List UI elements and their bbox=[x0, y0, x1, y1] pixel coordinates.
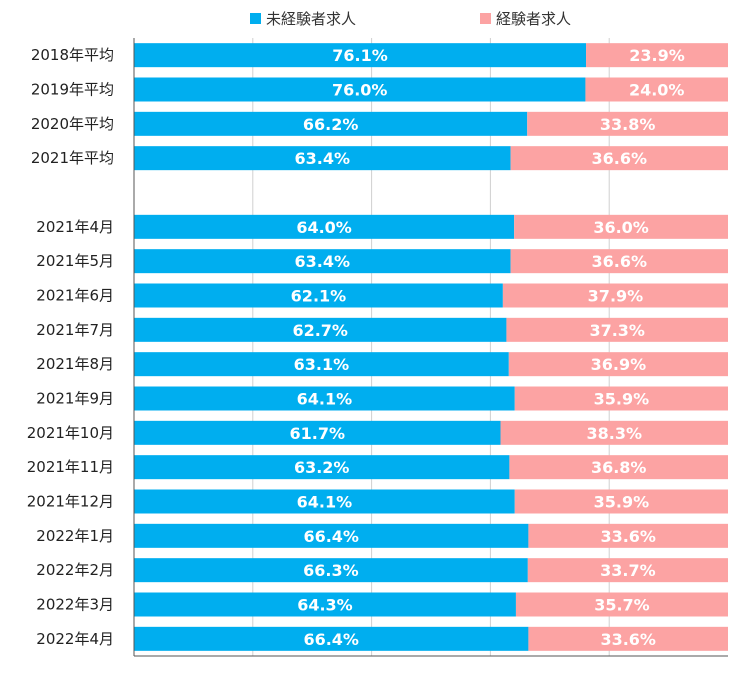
data-label: 33.7% bbox=[600, 561, 656, 580]
bar-segment bbox=[134, 592, 516, 617]
data-label: 35.9% bbox=[594, 390, 650, 409]
data-label: 35.7% bbox=[594, 596, 650, 615]
data-label: 66.4% bbox=[303, 630, 359, 649]
bar-segment bbox=[585, 77, 728, 102]
category-label: 2022年2月 bbox=[36, 561, 114, 579]
data-label: 76.0% bbox=[332, 81, 388, 100]
data-label: 62.7% bbox=[292, 321, 348, 340]
data-label: 24.0% bbox=[629, 81, 685, 100]
legend: 未経験者求人 経験者求人 bbox=[0, 8, 747, 32]
data-label: 36.6% bbox=[592, 252, 648, 271]
category-label: 2021年4月 bbox=[36, 218, 114, 236]
data-label: 66.4% bbox=[303, 527, 359, 546]
bar-segment bbox=[586, 43, 728, 68]
bar-segment bbox=[134, 558, 528, 583]
data-label: 23.9% bbox=[629, 46, 685, 65]
data-label: 33.6% bbox=[600, 630, 656, 649]
bar-segment bbox=[134, 43, 587, 68]
bar-segment bbox=[134, 420, 501, 445]
category-label: 2019年平均 bbox=[31, 81, 114, 99]
bar-segment bbox=[514, 489, 728, 514]
bar-segment bbox=[134, 489, 515, 514]
category-label: 2022年1月 bbox=[36, 527, 114, 545]
bar-segment bbox=[508, 352, 728, 377]
data-label: 63.4% bbox=[295, 252, 351, 271]
legend-item-experienced: 経験者求人 bbox=[480, 8, 571, 29]
bar-segment bbox=[528, 523, 728, 548]
data-label: 36.6% bbox=[592, 149, 648, 168]
data-label: 33.6% bbox=[600, 527, 656, 546]
data-label: 64.1% bbox=[297, 493, 353, 512]
data-label: 66.3% bbox=[303, 561, 359, 580]
data-label: 63.4% bbox=[295, 149, 351, 168]
category-label: 2021年5月 bbox=[36, 252, 114, 270]
category-label: 2021年7月 bbox=[36, 321, 114, 339]
data-label: 33.8% bbox=[600, 115, 656, 134]
bar-segment bbox=[134, 283, 503, 308]
bar-segment bbox=[134, 455, 510, 480]
legend-label-experienced: 経験者求人 bbox=[496, 10, 572, 28]
category-label: 2018年平均 bbox=[31, 46, 114, 64]
bar-segment bbox=[528, 626, 728, 651]
bar-segment bbox=[509, 455, 728, 480]
bar-segment bbox=[502, 283, 728, 308]
bar-segment bbox=[515, 592, 728, 617]
data-label: 76.1% bbox=[332, 46, 388, 65]
data-label: 66.2% bbox=[303, 115, 359, 134]
data-label: 63.2% bbox=[294, 458, 350, 477]
bar-segment bbox=[134, 77, 586, 102]
data-label: 37.3% bbox=[589, 321, 645, 340]
category-label: 2021年12月 bbox=[27, 493, 114, 511]
data-label: 38.3% bbox=[586, 424, 642, 443]
bar-segment bbox=[506, 317, 728, 342]
bar-segment bbox=[134, 352, 509, 377]
data-label: 64.1% bbox=[297, 390, 353, 409]
category-label: 2021年10月 bbox=[27, 424, 114, 442]
data-label: 37.9% bbox=[588, 287, 644, 306]
bar-segment bbox=[134, 146, 511, 171]
bar-segment bbox=[527, 111, 728, 136]
legend-swatch-experienced bbox=[480, 13, 491, 24]
bar-segment bbox=[134, 249, 511, 274]
data-label: 64.3% bbox=[297, 596, 353, 615]
data-label: 36.0% bbox=[593, 218, 649, 237]
bar-segment bbox=[510, 146, 728, 171]
legend-label-inexperienced: 未経験者求人 bbox=[266, 10, 357, 28]
legend-item-inexperienced: 未経験者求人 bbox=[250, 8, 356, 29]
data-label: 64.0% bbox=[296, 218, 352, 237]
bar-segment bbox=[134, 386, 515, 411]
bar-segment bbox=[134, 317, 507, 342]
bar-segment bbox=[500, 420, 728, 445]
data-label: 36.8% bbox=[591, 458, 647, 477]
category-label: 2021年11月 bbox=[27, 458, 114, 476]
bar-segment bbox=[134, 214, 515, 239]
data-label: 62.1% bbox=[291, 287, 347, 306]
bar-segment bbox=[134, 111, 528, 136]
data-label: 61.7% bbox=[289, 424, 345, 443]
category-label: 2022年3月 bbox=[36, 596, 114, 614]
category-label: 2020年平均 bbox=[31, 115, 114, 133]
bar-segment bbox=[514, 214, 728, 239]
data-label: 35.9% bbox=[594, 493, 650, 512]
data-label: 36.9% bbox=[591, 355, 647, 374]
bar-segment bbox=[510, 249, 728, 274]
bar-segment bbox=[134, 626, 529, 651]
category-label: 2021年9月 bbox=[36, 390, 114, 408]
bar-segment bbox=[134, 523, 529, 548]
bar-segment bbox=[514, 386, 728, 411]
category-label: 2021年平均 bbox=[31, 149, 114, 167]
category-label: 2021年8月 bbox=[36, 355, 114, 373]
category-label: 2022年4月 bbox=[36, 630, 114, 648]
bar-segment bbox=[527, 558, 728, 583]
legend-swatch-inexperienced bbox=[250, 13, 261, 24]
category-label: 2021年6月 bbox=[36, 287, 114, 305]
data-label: 63.1% bbox=[294, 355, 350, 374]
